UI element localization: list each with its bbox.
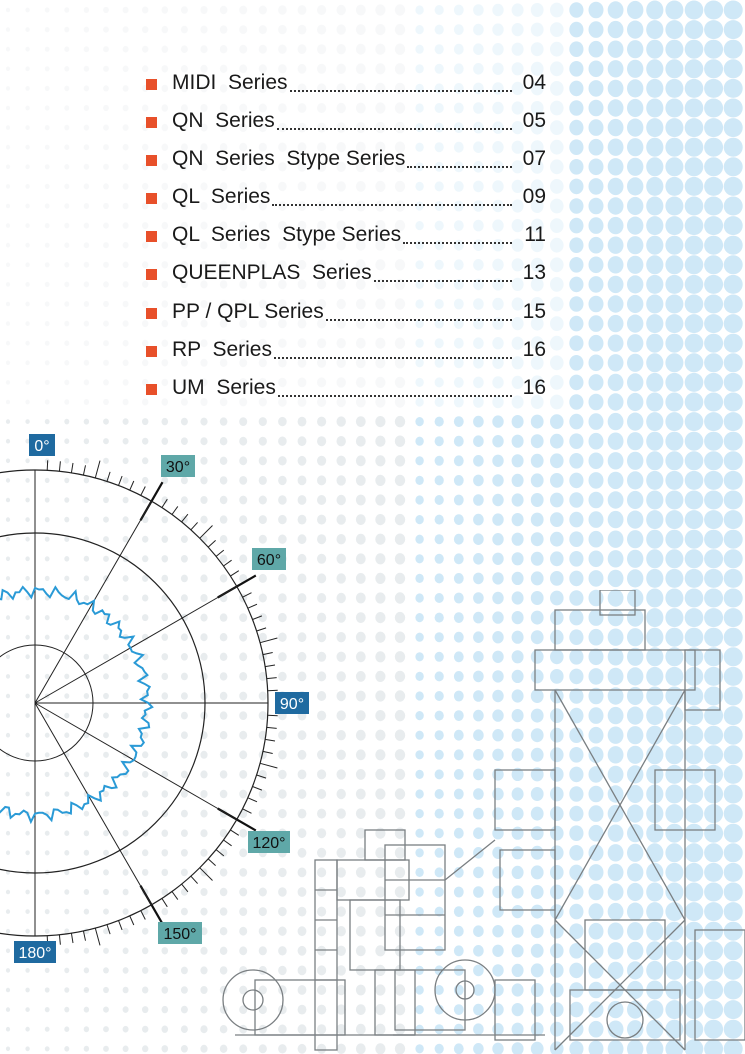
toc-page-number: 15 xyxy=(522,300,546,323)
toc-entry-qn[interactable]: QN Series 05 xyxy=(146,106,546,136)
toc-entry-rp[interactable]: RP Series 16 xyxy=(146,335,546,365)
toc-entry-pp-qpl[interactable]: PP / QPL Series 15 xyxy=(146,297,546,327)
label-30-deg: 30° xyxy=(161,455,195,477)
toc-page-number: 05 xyxy=(522,109,546,132)
table-of-contents: MIDI Series 04 QN Series 05 QN Series St… xyxy=(0,0,745,420)
bullet-icon xyxy=(146,307,157,319)
toc-label: QL Series Stype Series xyxy=(172,223,402,246)
dot-leader xyxy=(325,317,512,321)
bullet-icon xyxy=(146,192,157,204)
label-180-deg: 180° xyxy=(14,941,56,963)
svg-text:180°: 180° xyxy=(18,945,51,962)
dot-leader xyxy=(272,202,512,206)
dot-leader xyxy=(276,126,512,130)
toc-label: QUEENPLAS Series xyxy=(172,261,372,284)
polar-trace xyxy=(0,585,154,825)
blown-film-machine-drawing xyxy=(222,590,745,1051)
toc-label: RP Series xyxy=(172,338,272,361)
label-0-deg: 0° xyxy=(29,434,55,456)
toc-entry-qn-stype[interactable]: QN Series Stype Series 07 xyxy=(146,144,546,174)
toc-entry-ql[interactable]: QL Series 09 xyxy=(146,182,546,212)
label-90-deg: 90° xyxy=(275,692,309,714)
dot-leader xyxy=(403,240,512,244)
dot-leader xyxy=(373,278,512,282)
bullet-icon xyxy=(146,154,157,166)
machine-winder-roll xyxy=(222,969,284,1031)
bullet-icon xyxy=(146,78,157,90)
bullet-icon xyxy=(146,345,157,357)
bullet-icon xyxy=(146,383,157,395)
bullet-icon xyxy=(146,268,157,280)
svg-text:150°: 150° xyxy=(163,926,196,943)
dot-leader xyxy=(289,88,512,92)
toc-page-number: 04 xyxy=(522,71,546,94)
toc-label: PP / QPL Series xyxy=(172,300,324,323)
toc-label: UM Series xyxy=(172,376,276,399)
toc-page-number: 07 xyxy=(522,147,546,170)
bullet-icon xyxy=(146,230,157,242)
toc-page-number: 09 xyxy=(522,185,546,208)
toc-label: QN Series Stype Series xyxy=(172,147,406,170)
dot-leader xyxy=(274,355,512,359)
svg-text:0°: 0° xyxy=(34,438,49,455)
svg-text:60°: 60° xyxy=(257,552,281,569)
polar-diagram: 0° 30° 60° 90° 120° 150° 180° xyxy=(0,434,309,963)
toc-entry-queenplas[interactable]: QUEENPLAS Series 13 xyxy=(146,258,546,288)
svg-text:120°: 120° xyxy=(252,835,285,852)
machine-left-tower xyxy=(314,859,338,1051)
toc-entry-ql-stype[interactable]: QL Series Stype Series 11 xyxy=(146,220,546,250)
dot-leader xyxy=(277,393,512,397)
label-150-deg: 150° xyxy=(158,922,202,944)
toc-page-number: 16 xyxy=(522,376,546,399)
machine-middle-frame xyxy=(384,844,446,951)
toc-label: QN Series xyxy=(172,109,275,132)
svg-text:30°: 30° xyxy=(166,459,190,476)
toc-page-number: 11 xyxy=(524,223,546,246)
toc-page-number: 13 xyxy=(522,261,546,284)
toc-entry-um[interactable]: UM Series 16 xyxy=(146,373,546,403)
label-120-deg: 120° xyxy=(248,831,290,853)
toc-label: MIDI Series xyxy=(172,71,288,94)
svg-text:90°: 90° xyxy=(280,696,304,713)
toc-page-number: 16 xyxy=(522,338,546,361)
toc-label: QL Series xyxy=(172,185,271,208)
machine-main-tower xyxy=(534,649,696,691)
label-60-deg: 60° xyxy=(252,548,286,570)
toc-entry-midi[interactable]: MIDI Series 04 xyxy=(146,68,546,98)
bullet-icon xyxy=(146,116,157,128)
dot-leader xyxy=(407,164,512,168)
